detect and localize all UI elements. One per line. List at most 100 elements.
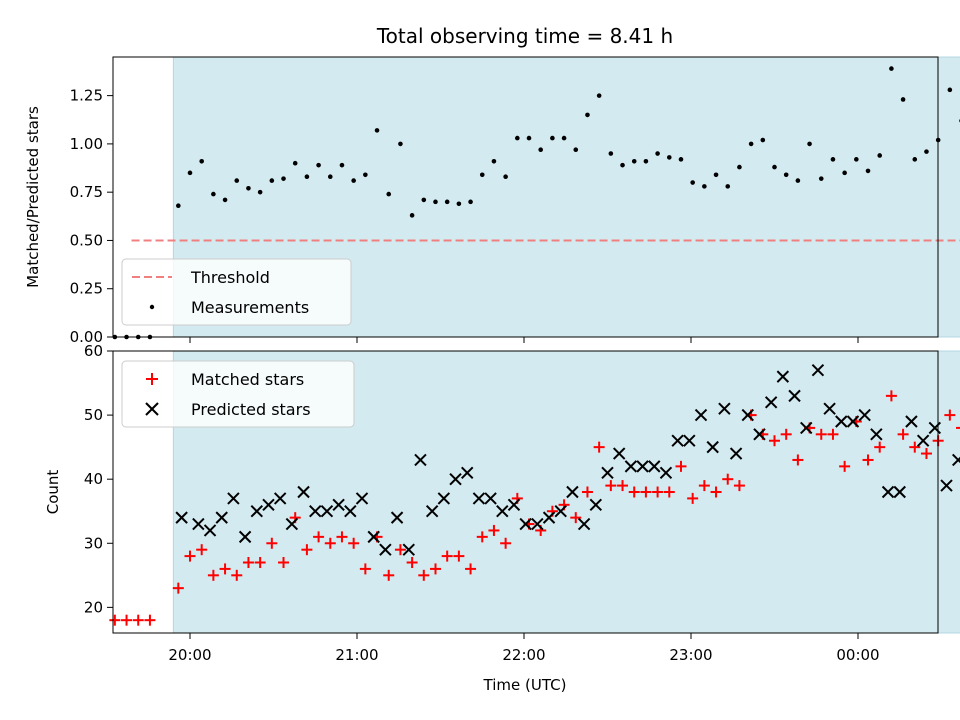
predicted-star-32: [554, 505, 567, 518]
predicted-star-35: [589, 498, 603, 512]
predicted-star-0: [175, 511, 188, 524]
predicted-star-12: [320, 505, 334, 518]
matched-star-41: [605, 480, 617, 492]
matched-star-12: [266, 537, 278, 549]
matched-star-43: [628, 486, 640, 498]
matched-star-59: [815, 428, 827, 440]
measurement-point-27: [444, 199, 450, 205]
bottom-ytick-label-3: 50: [84, 406, 103, 424]
predicted-star-47: [729, 447, 743, 460]
bottom-ytick-label-0: 20: [84, 598, 103, 616]
matched-star-2: [132, 614, 144, 626]
measurement-point-50: [713, 172, 719, 178]
predicted-star-3: [215, 511, 228, 524]
matched-star-51: [722, 473, 734, 485]
matched-star-45: [652, 486, 664, 498]
measurement-point-33: [515, 135, 520, 141]
top-ytick-label-2: 0.50: [70, 231, 103, 249]
predicted-star-5: [238, 530, 252, 544]
measurement-point-65: [889, 66, 894, 71]
measurement-point-53: [748, 141, 754, 147]
measurement-point-6: [199, 158, 204, 164]
measurement-point-13: [281, 176, 286, 181]
matched-star-61: [839, 460, 851, 472]
legend-threshold-label: Threshold: [190, 268, 270, 287]
predicted-star-4: [227, 492, 240, 505]
predicted-star-57: [846, 415, 860, 428]
measurement-point-66: [900, 97, 906, 102]
legend-measurements-label: Measurements: [191, 298, 309, 317]
matched-star-27: [441, 550, 453, 562]
predicted-star-28: [507, 498, 521, 512]
measurement-point-63: [865, 168, 871, 174]
predicted-star-16: [367, 530, 380, 544]
measurement-point-17: [327, 174, 333, 180]
predicted-star-59: [870, 428, 883, 441]
matched-star-9: [231, 569, 243, 581]
matched-star-20: [359, 563, 371, 575]
matched-star-46: [663, 486, 675, 498]
predicted-star-42: [671, 434, 684, 447]
measurement-point-4: [176, 203, 181, 208]
predicted-star-18: [390, 511, 404, 524]
bottom-y-axis-label: Count: [44, 470, 62, 515]
measurement-point-26: [433, 199, 438, 205]
measurement-point-30: [479, 172, 485, 178]
matched-star-52: [733, 480, 745, 492]
matched-star-0: [109, 614, 121, 626]
predicted-star-44: [694, 408, 708, 422]
matched-star-16: [313, 531, 325, 543]
measurement-point-44: [643, 158, 649, 164]
measurement-point-21: [374, 128, 380, 133]
top-panel: 0.00 0.25 0.50 0.75 1.00 1.25 Matched/Predict…: [24, 56, 960, 346]
predicted-star-53: [800, 421, 813, 435]
matched-star-15: [301, 544, 313, 556]
measurement-point-54: [760, 137, 766, 143]
measurement-point-59: [818, 176, 824, 181]
matched-star-71: [956, 426, 960, 429]
measurement-point-37: [561, 135, 567, 141]
predicted-star-11: [309, 505, 322, 518]
x-tick-label-3: 23:00: [669, 646, 712, 664]
predicted-star-48: [741, 408, 754, 422]
measurement-point-40: [596, 93, 602, 98]
top-ytick-label-0: 0.00: [70, 328, 103, 346]
predicted-star-1: [192, 517, 205, 531]
matched-star-65: [885, 390, 897, 402]
measurement-point-67: [912, 157, 918, 162]
predicted-star-26: [484, 492, 497, 505]
measurement-point-14: [292, 160, 298, 166]
bottom-ytick-label-2: 40: [84, 470, 103, 488]
predicted-star-66: [951, 453, 960, 467]
measurement-point-7: [211, 191, 216, 197]
predicted-star-65: [940, 479, 953, 492]
top-ytick-label-4: 1.00: [70, 135, 103, 153]
predicted-star-22: [437, 492, 451, 505]
matched-star-48: [687, 492, 699, 504]
measurement-point-64: [877, 153, 883, 158]
matched-star-47: [675, 460, 687, 472]
measurement-point-68: [924, 149, 929, 154]
bottom-legend: Matched stars Predicted stars: [121, 360, 355, 428]
predicted-star-58: [858, 408, 871, 422]
matched-star-10: [242, 557, 254, 568]
predicted-star-13: [332, 498, 345, 512]
measurement-point-47: [678, 157, 684, 162]
predicted-star-45: [706, 440, 719, 454]
measurement-point-18: [339, 162, 345, 168]
predicted-star-63: [916, 434, 930, 447]
matched-star-4: [172, 582, 184, 594]
measurement-point-42: [620, 162, 625, 168]
measurement-point-31: [491, 158, 497, 164]
bottom-legend-frame: [121, 360, 355, 428]
matched-star-26: [429, 563, 441, 575]
matched-star-39: [581, 486, 593, 498]
predicted-star-52: [788, 389, 801, 403]
top-ytick-label-5: 1.25: [70, 87, 103, 105]
matched-star-5: [184, 550, 196, 562]
predicted-star-50: [764, 396, 778, 409]
predicted-star-37: [612, 447, 626, 460]
matched-star-57: [792, 454, 804, 466]
measurement-point-23: [398, 141, 403, 147]
matched-star-70: [944, 409, 956, 421]
